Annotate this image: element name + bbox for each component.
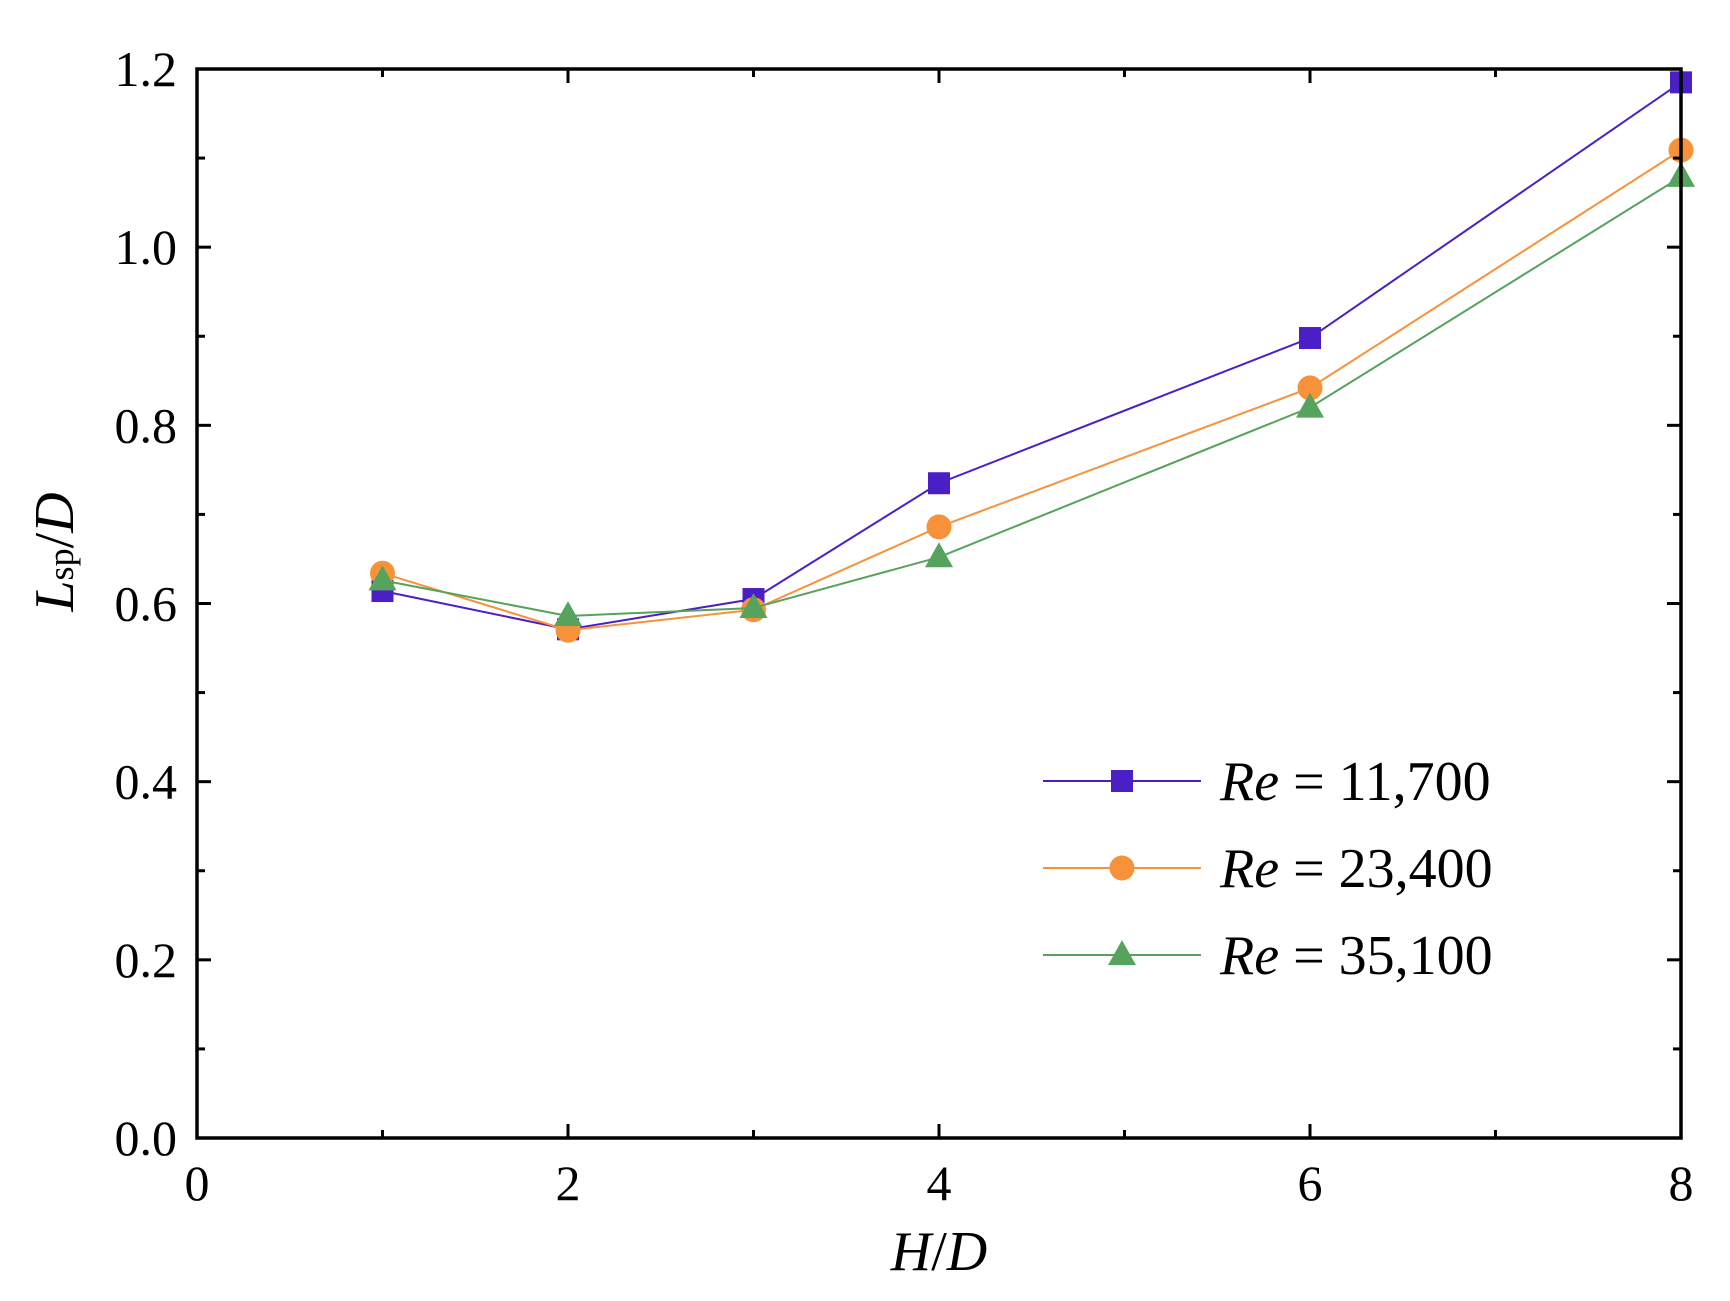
y-axis-label-l: L [24,580,86,612]
y-tick-label: 1.2 [115,41,178,97]
x-axis-label-h: H [890,1221,934,1283]
data-point [1297,375,1323,401]
series-line [382,175,1682,617]
legend-label: Re = 35,100 [1219,925,1493,987]
legend-marker [1109,855,1135,881]
x-tick-label: 2 [556,1155,581,1211]
data-point [368,565,397,591]
y-tick-label: 0.2 [115,932,178,988]
y-tick-label: 0.0 [115,1110,178,1166]
data-point [925,542,953,568]
x-tick-label: 0 [185,1155,210,1211]
x-axis-label: H/D [890,1221,987,1283]
x-tick-label: 4 [927,1155,952,1211]
y-tick-label: 0.8 [115,397,178,453]
x-tick-label: 6 [1298,1155,1323,1211]
y-axis-label-d: D [24,492,86,533]
series-2 [370,137,1694,643]
series-line [382,81,1682,631]
series-line [382,149,1682,632]
legend-label: Re = 11,700 [1219,751,1491,813]
series-1 [371,71,1692,641]
legend-label-re: Re [1219,925,1279,987]
legend-label-re: Re [1219,838,1279,900]
legend-label-re: Re [1219,751,1279,813]
legend-label: Re = 23,400 [1219,838,1493,900]
data-point [1299,327,1321,350]
data-point [1296,392,1324,418]
x-tick-label: 8 [1669,1155,1694,1211]
y-tick-label: 0.4 [115,754,178,810]
series-3 [368,161,1695,627]
tick-labels-layer: 0 2 4 6 8 0.0 0.2 0.4 0.6 0.8 1.0 1.2 [115,41,1694,1211]
legend-marker [1108,940,1136,966]
legend-label-value: = 35,100 [1279,925,1493,987]
data-point [926,514,952,540]
y-axis-label: Lsp/D [24,492,86,612]
y-axis-label-slash: / [24,532,86,548]
legend-label-value: = 23,400 [1279,838,1493,900]
data-point [554,601,582,627]
legend-entry-3: Re = 35,100 [1043,925,1493,987]
y-tick-label: 0.6 [115,576,178,632]
legend-marker [1111,770,1133,792]
y-tick-label: 1.0 [115,219,178,275]
ticks-layer [195,67,1683,1140]
y-axis-label-sub: sp [41,548,81,580]
data-point [739,593,768,619]
legend-entry-2: Re = 23,400 [1043,838,1493,900]
data-point [928,472,950,495]
legend-entry-1: Re = 11,700 [1043,751,1491,813]
x-axis-label-d: D [946,1221,987,1283]
series-layer [368,71,1695,643]
x-axis-label-slash: / [931,1221,947,1283]
legend-label-value: = 11,700 [1279,751,1491,813]
